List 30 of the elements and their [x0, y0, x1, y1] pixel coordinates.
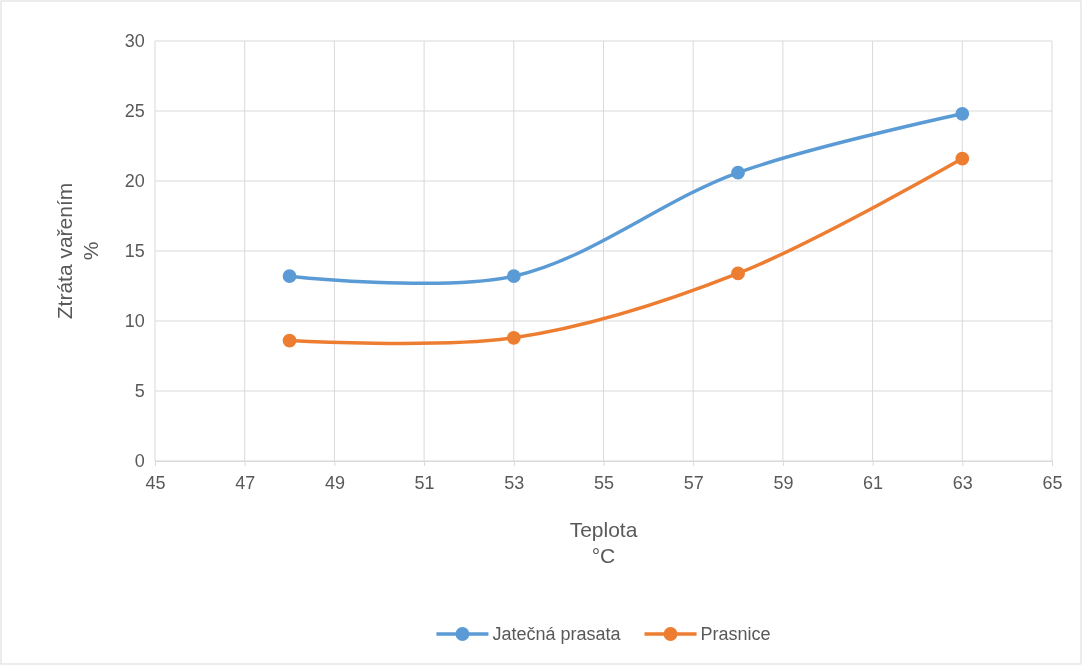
y-tick-label: 25	[124, 101, 145, 122]
point	[506, 269, 521, 284]
y-tick-label: 10	[124, 311, 145, 332]
x-tick-label: 63	[952, 472, 973, 493]
point	[506, 330, 521, 345]
point	[731, 266, 745, 281]
point	[282, 269, 297, 284]
x-tick-label: 57	[683, 472, 704, 493]
x-tick-label: 53	[504, 472, 525, 493]
x-tick-label: 55	[593, 472, 615, 493]
y-tick-label: 20	[124, 171, 145, 192]
x-tick-label: 45	[145, 472, 166, 493]
y-tick-label: 30	[124, 31, 145, 52]
y-tick-label: 0	[134, 451, 145, 472]
y-axis-title: Ztráta vařením %	[53, 182, 103, 320]
point	[731, 165, 745, 180]
legend-label: Prasnice	[700, 624, 771, 645]
point	[955, 151, 970, 166]
x-tick-label: 49	[324, 472, 345, 493]
x-axis-title: Teplota °C	[569, 518, 638, 568]
x-tick-label: 61	[863, 472, 884, 493]
y-tick-label: 5	[134, 381, 145, 402]
y-tick-label: 15	[124, 241, 145, 262]
x-tick-label: 51	[414, 472, 435, 493]
point	[955, 106, 970, 121]
x-tick-label: 59	[773, 472, 794, 493]
point	[282, 333, 297, 348]
legend-label: Jatečná prasata	[492, 624, 622, 645]
x-tick-label: 65	[1042, 472, 1063, 493]
x-tick-label: 47	[235, 472, 256, 493]
